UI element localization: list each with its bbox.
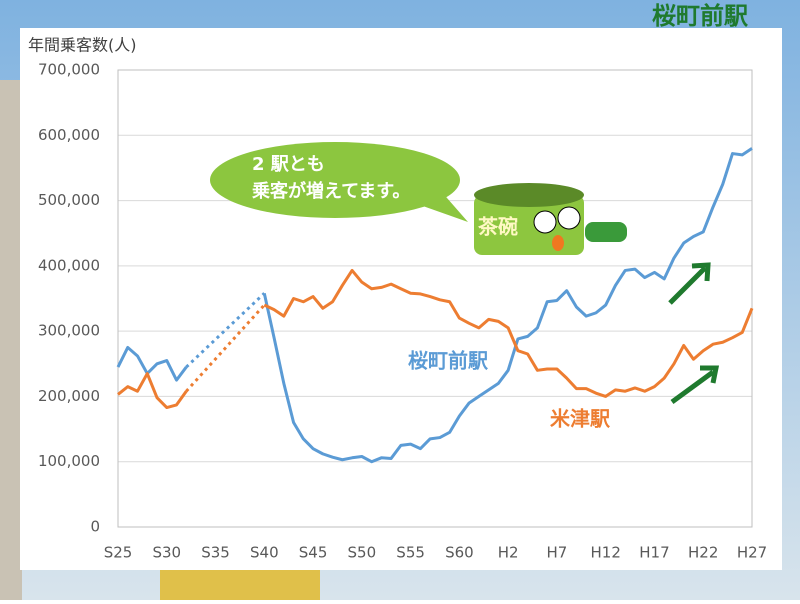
plot: 0 100,000 200,000 300,000 400,000 500,000 600,… [38,61,767,562]
y-tick-label: 0 [90,518,100,536]
x-tick-label: H27 [737,544,767,562]
chart-panel [20,28,782,570]
x-tick-label: S30 [152,544,181,562]
y-tick-label: 600,000 [38,126,100,144]
logo: 桜町前駅 [652,2,748,30]
speech-bubble [210,142,460,218]
series-label: 米津駅 [550,407,610,431]
x-tick-label: H12 [591,544,621,562]
x-tick-label: S55 [396,544,425,562]
mascot-eye [533,210,557,234]
mascot-rim [474,183,584,207]
mascot-eye [557,206,581,230]
y-tick-label: 100,000 [38,452,100,470]
y-tick-label: 200,000 [38,387,100,405]
plot-border [117,69,753,528]
axis-title: 年間乗客数(人) [28,36,137,55]
trend-arrow [668,262,711,305]
mascot-label: 茶碗 [478,215,518,239]
x-tick-label: S45 [299,544,328,562]
mascot-arm [585,222,627,242]
x-tick-label: S60 [445,544,474,562]
series-label: 桜町前駅 [408,349,488,373]
x-tick-label: S35 [201,544,230,562]
x-tick-label: H22 [688,544,718,562]
bubble-text: 2 駅とも [252,154,325,175]
x-tick-label: H2 [498,544,519,562]
x-tick-label: S50 [348,544,377,562]
bubble-tail [420,190,468,222]
x-tick-label: H7 [547,544,568,562]
mascot-mouth [552,235,564,251]
bubble-text: 乗客が増えてます。 [252,180,410,202]
trend-arrow [670,365,720,405]
x-tick-label: H17 [639,544,669,562]
series-line [116,147,753,464]
building [0,80,22,600]
x-tick-label: S40 [250,544,279,562]
y-tick-label: 300,000 [38,322,100,340]
interpolation [185,304,266,393]
platform-tiles [160,570,320,600]
y-tick-label: 400,000 [38,256,100,274]
y-tick-label: 700,000 [38,61,100,79]
y-tick-label: 500,000 [38,191,100,209]
x-tick-label: S25 [104,544,133,562]
series-line [117,268,754,410]
